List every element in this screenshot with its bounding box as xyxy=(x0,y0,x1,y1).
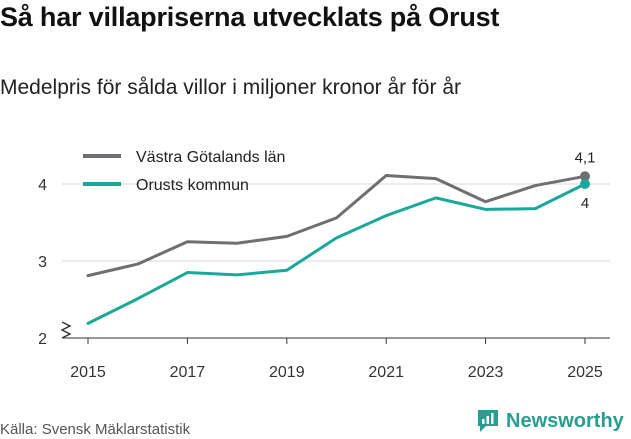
x-tick-label-2017: 2017 xyxy=(170,364,206,381)
end-label-0: 4,1 xyxy=(575,149,596,166)
chart-subtitle: Medelpris för sålda villor i miljoner kr… xyxy=(0,76,461,99)
y-tick-label-4: 4 xyxy=(38,177,47,194)
y-tick-label-2: 2 xyxy=(38,331,47,348)
legend: Västra Götalands län Orusts kommun xyxy=(83,149,285,194)
series-end-point-0 xyxy=(580,171,590,182)
x-tick-label-2021: 2021 xyxy=(368,364,404,381)
line-chart: 2 3 4 2015 2017 2019 2021 2023 2025 Västra Götal… xyxy=(38,149,610,381)
series-end-point-1 xyxy=(580,179,590,189)
legend-label-1: Orusts kommun xyxy=(136,177,249,194)
series-line-0 xyxy=(86,174,587,278)
y-tick-label-3: 3 xyxy=(38,254,47,271)
series-lines xyxy=(86,171,590,325)
end-label-1: 4 xyxy=(581,195,589,212)
source-note: Källa: Svensk Mäklarstatistik xyxy=(0,421,191,438)
x-axis: 2 3 4 2015 2017 2019 2021 2023 2025 xyxy=(38,177,610,381)
series-line-1 xyxy=(86,182,587,325)
x-tick-label-2023: 2023 xyxy=(468,364,504,381)
end-labels: 4,14 xyxy=(575,149,596,212)
x-tick-label-2015: 2015 xyxy=(70,364,106,381)
newsworthy-icon xyxy=(478,410,498,432)
newsworthy-logo: Newsworthy xyxy=(475,408,624,434)
x-tick-label-2025: 2025 xyxy=(567,364,603,381)
brand-name: Newsworthy xyxy=(506,409,624,432)
legend-label-0: Västra Götalands län xyxy=(136,149,285,166)
axis-break-marker xyxy=(60,321,72,339)
chart-title: Så har villapriserna utvecklats på Orust xyxy=(0,2,500,32)
x-tick-label-2019: 2019 xyxy=(269,364,305,381)
